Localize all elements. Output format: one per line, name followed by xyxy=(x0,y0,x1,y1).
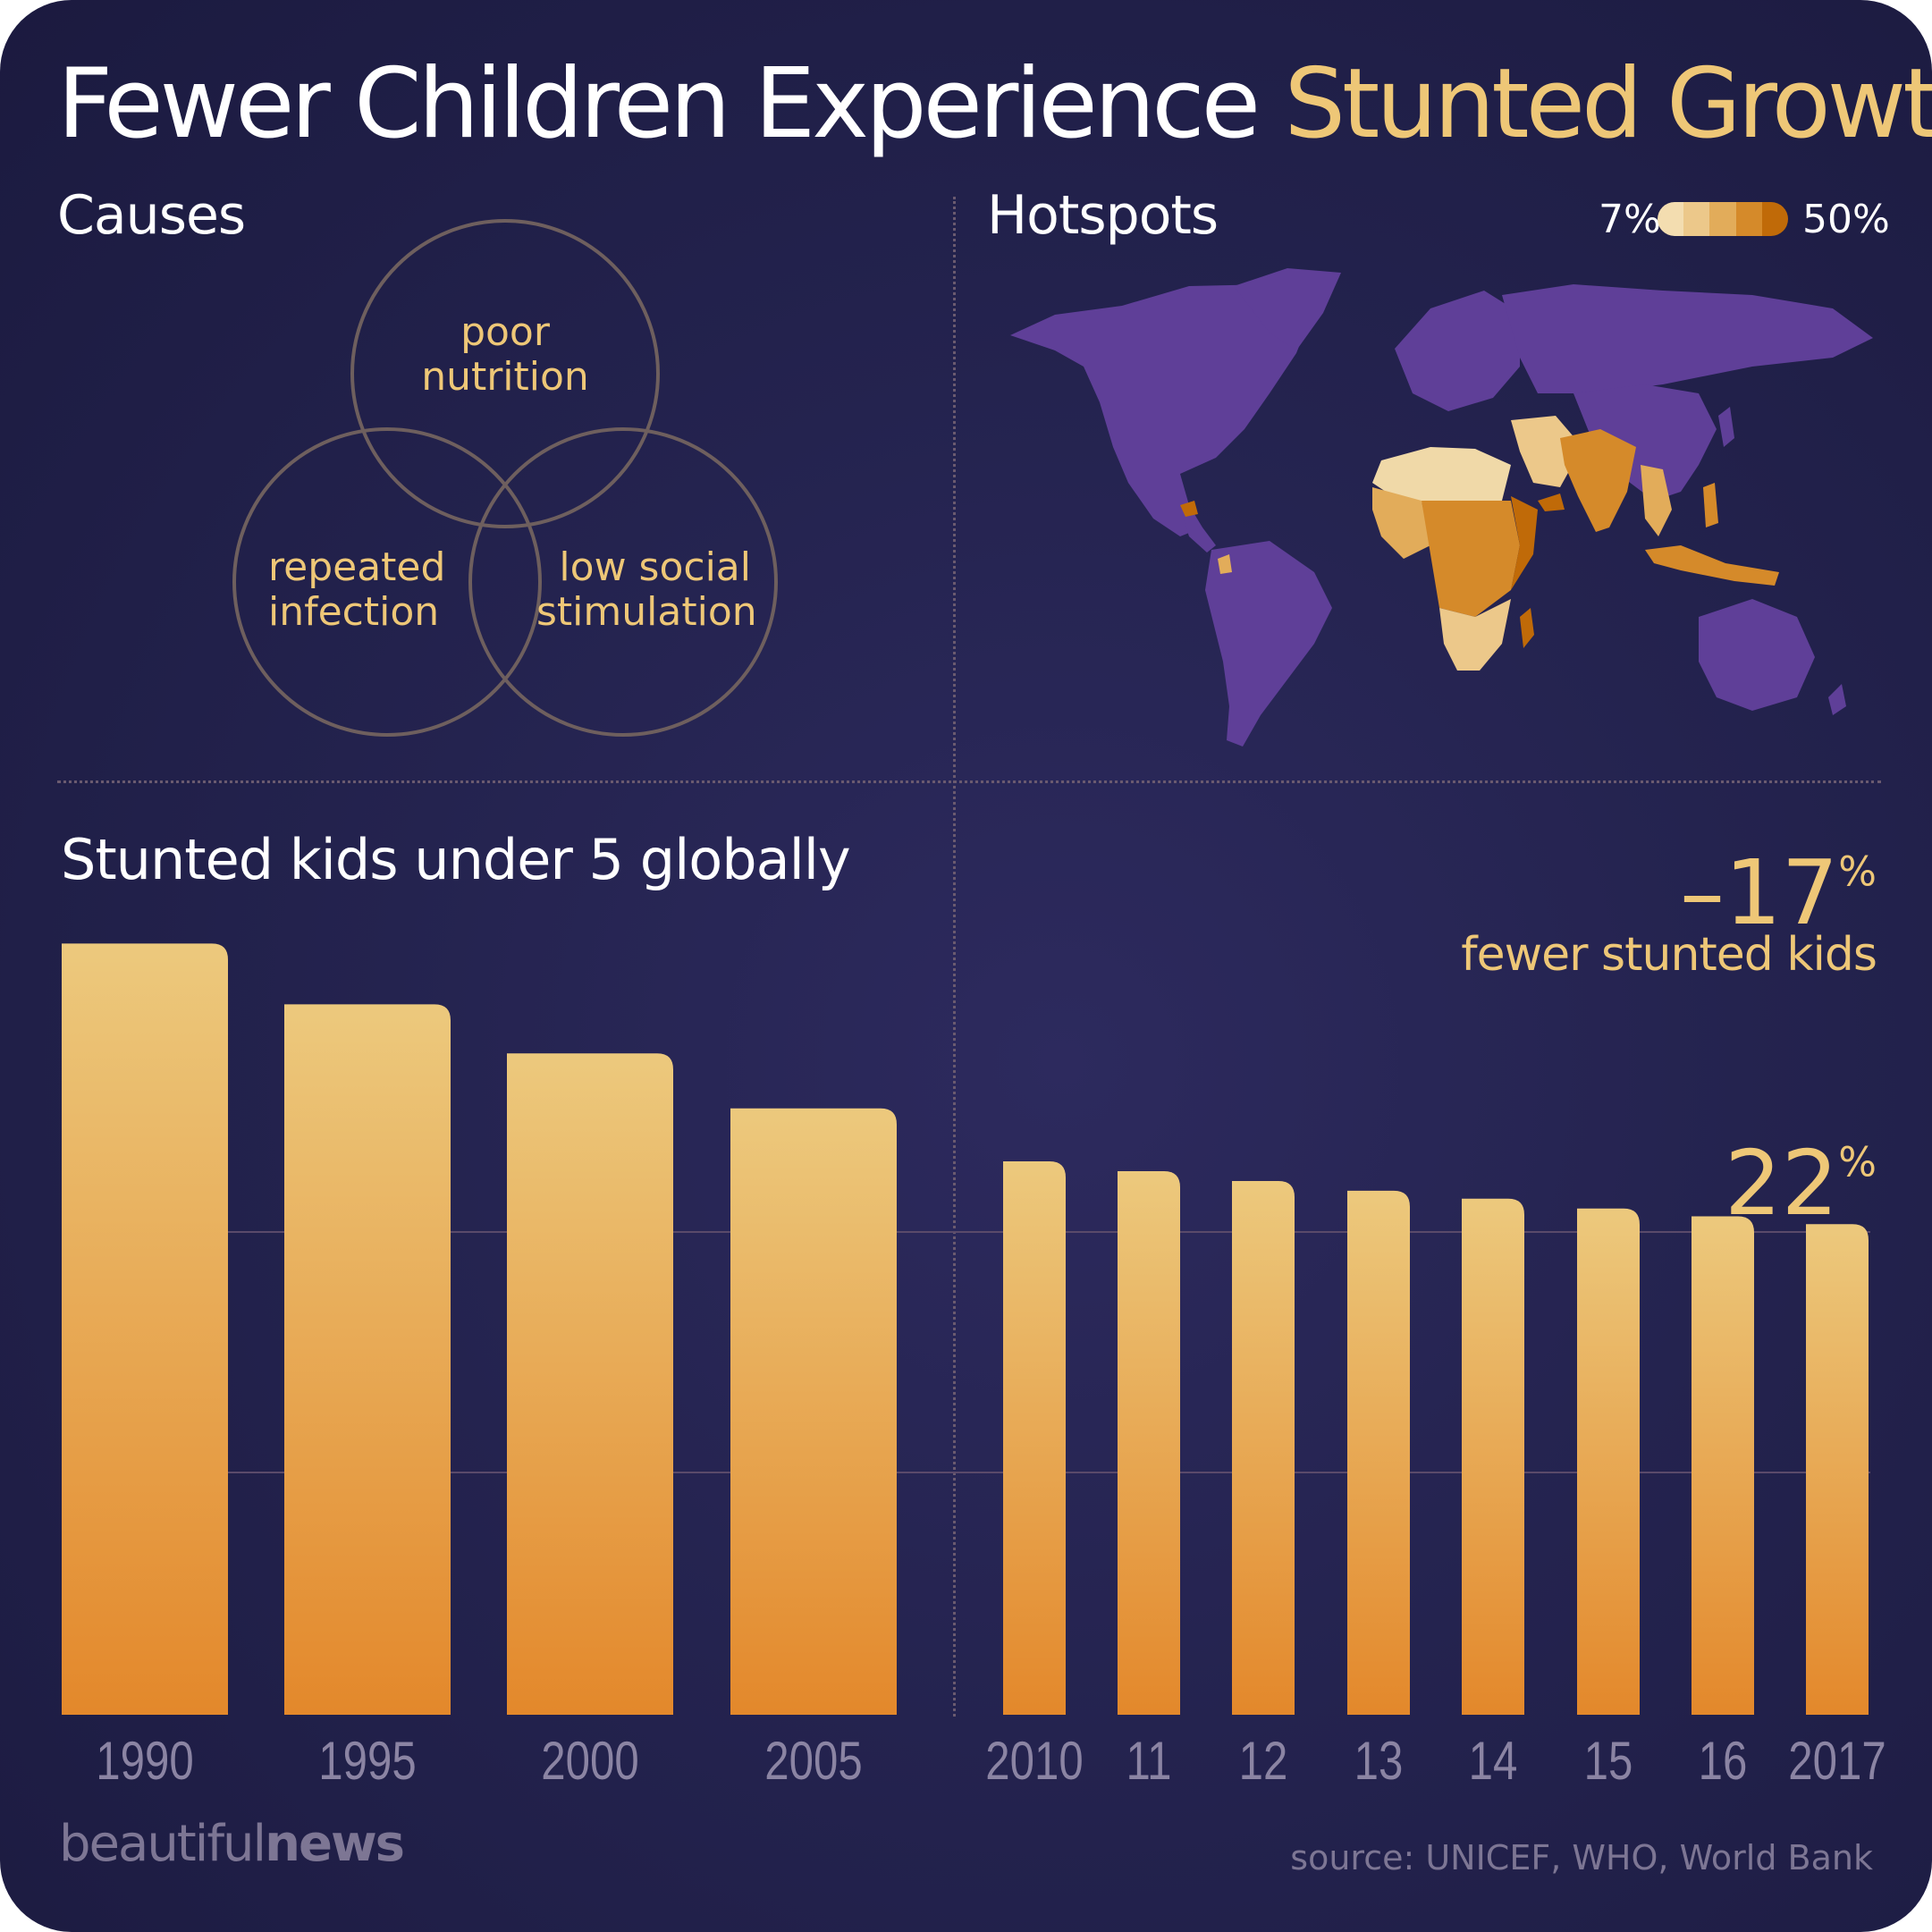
bar-12 xyxy=(1232,1180,1295,1715)
x-label-11: 11 xyxy=(1126,1730,1171,1791)
legend-swatch-5 xyxy=(1761,202,1788,236)
x-label-2005: 2005 xyxy=(764,1730,862,1791)
causes-label: Causes xyxy=(57,184,246,247)
bar-1995 xyxy=(284,1004,451,1715)
x-label-14: 14 xyxy=(1469,1730,1518,1791)
brand-light: beautiful xyxy=(59,1815,266,1873)
bar-11 xyxy=(1118,1170,1180,1715)
title-main: Fewer Children Experience xyxy=(57,48,1285,160)
venn-label-stimulation-line2: stimulation xyxy=(536,589,757,635)
x-label-2010: 2010 xyxy=(985,1730,1083,1791)
x-label-2000: 2000 xyxy=(541,1730,638,1791)
x-label-2017: 2017 xyxy=(1788,1730,1886,1791)
map-hotspots xyxy=(1180,416,1779,671)
bar-1990 xyxy=(62,943,228,1715)
brand-bold: news xyxy=(265,1815,405,1873)
legend-color-scale xyxy=(1658,202,1788,236)
bar-2005 xyxy=(730,1108,897,1715)
legend-swatch-1 xyxy=(1658,202,1684,236)
venn-label-nutrition: poor nutrition xyxy=(416,310,595,400)
bar-2017 xyxy=(1806,1224,1869,1715)
venn-circle-stimulation xyxy=(468,427,778,737)
venn-circle-infection xyxy=(232,427,542,737)
venn-label-infection-line2: infection xyxy=(268,589,440,635)
legend-swatch-2 xyxy=(1683,202,1710,236)
venn-label-stimulation-line1: low social xyxy=(559,544,751,590)
legend-max-label: 50% xyxy=(1802,197,1890,242)
legend-swatch-4 xyxy=(1735,202,1762,236)
chart-bars xyxy=(62,943,1869,1715)
map-ecuador xyxy=(1218,554,1232,574)
map-indonesia xyxy=(1645,545,1779,586)
stat-unit: % xyxy=(1838,848,1877,896)
chart-x-labels: 1990 1995 2000 2005 2010 11 12 13 14 15 16 2017 xyxy=(96,1730,1886,1791)
map-australia xyxy=(1699,599,1815,711)
stat-percent-change: –17% xyxy=(1680,840,1877,945)
venn-label-nutrition-line1: poor xyxy=(460,309,550,355)
map-east-asia xyxy=(1573,384,1717,501)
map-land xyxy=(1010,268,1873,747)
venn-label-stimulation: low social stimulation xyxy=(536,544,757,635)
venn-label-nutrition-line2: nutrition xyxy=(421,354,589,400)
map-central-america xyxy=(1180,510,1216,553)
map-africa-south xyxy=(1439,599,1511,671)
title-accent: Stunted Growth xyxy=(1284,48,1932,160)
map-north-america xyxy=(1010,284,1314,536)
venn-circle-nutrition xyxy=(350,219,660,528)
x-label-1990: 1990 xyxy=(96,1730,193,1791)
map-madagascar xyxy=(1520,608,1534,648)
chart-title: Stunted kids under 5 globally xyxy=(61,827,851,892)
brand-logo: beautifulnews xyxy=(59,1815,405,1873)
venn-label-infection: repeated infection xyxy=(268,545,447,635)
stat-value: –17 xyxy=(1679,840,1839,945)
map-japan xyxy=(1718,407,1734,447)
map-greenland xyxy=(1234,268,1341,350)
map-guatemala xyxy=(1180,501,1198,517)
bar-13 xyxy=(1347,1190,1410,1715)
map-russia xyxy=(1502,284,1873,393)
page-title: Fewer Children Experience Stunted Growth xyxy=(57,46,1932,163)
legend-swatch-3 xyxy=(1709,202,1736,236)
map-southeast-asia xyxy=(1641,465,1672,536)
map-middle-east xyxy=(1511,416,1582,487)
legend-min-label: 7% xyxy=(1599,197,1661,242)
section-divider-vertical xyxy=(953,197,956,1717)
annotation-unit: % xyxy=(1838,1138,1877,1186)
map-europe xyxy=(1395,291,1520,411)
map-africa-north xyxy=(1372,447,1511,505)
bar-2000 xyxy=(507,1053,673,1715)
venn-label-infection-line1: repeated xyxy=(268,544,446,590)
map-philippines xyxy=(1703,483,1718,527)
map-new-zealand xyxy=(1828,684,1846,715)
section-divider-horizontal xyxy=(57,780,1881,783)
map-south-america xyxy=(1205,541,1332,747)
x-label-16: 16 xyxy=(1699,1730,1748,1791)
map-yemen xyxy=(1538,494,1565,511)
hotspots-label: Hotspots xyxy=(987,184,1219,247)
map-africa-east xyxy=(1511,496,1538,590)
map-africa-central xyxy=(1422,501,1520,617)
x-label-1995: 1995 xyxy=(318,1730,416,1791)
bar-2010 xyxy=(1003,1161,1066,1715)
x-label-12: 12 xyxy=(1239,1730,1288,1791)
x-label-13: 13 xyxy=(1354,1730,1404,1791)
source-note: source: UNICEF, WHO, World Bank xyxy=(1290,1838,1873,1877)
map-south-asia xyxy=(1560,429,1636,532)
bar-15 xyxy=(1577,1208,1640,1715)
x-label-15: 15 xyxy=(1584,1730,1633,1791)
stat-caption: fewer stunted kids xyxy=(1461,928,1877,982)
bar-14 xyxy=(1462,1198,1524,1715)
bar-16 xyxy=(1692,1216,1754,1715)
map-africa-west xyxy=(1372,487,1430,559)
